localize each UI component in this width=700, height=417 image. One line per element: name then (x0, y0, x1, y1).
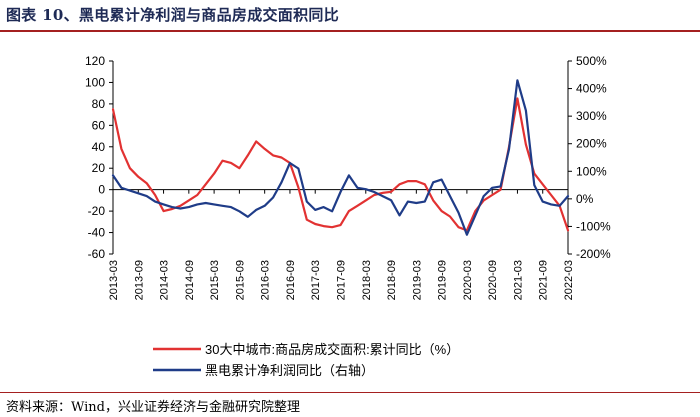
x-axis-tick-label: 2014-09 (184, 260, 196, 300)
chart-legend: 30大中城市:商品房成交面积:累计同比（%） 黑电累计净利润同比（右轴） (153, 342, 459, 378)
x-axis-tick-label: 2017-03 (310, 260, 322, 300)
x-axis-tick-label: 2019-09 (437, 260, 449, 300)
x-axis-tick-label: 2018-09 (386, 260, 398, 300)
x-axis-tick-label: 2015-09 (234, 260, 246, 300)
x-axis-tick-label: 2022-03 (563, 260, 575, 300)
x-axis-tick-label: 2013-09 (133, 260, 145, 300)
figure-title: 图表 10、黑电累计净利润与商品房成交面积同比 (6, 6, 339, 24)
left-axis-tick-label: -40 (88, 226, 106, 240)
x-axis-tick-label: 2013-03 (108, 260, 120, 300)
right-axis-tick-label: 0% (576, 192, 594, 206)
x-axis-tick-label: 2021-09 (538, 260, 550, 300)
left-axis-tick-label: 40 (92, 140, 106, 154)
left-axis-tick-label: 60 (92, 118, 106, 132)
title-rule (0, 30, 700, 32)
line-chart: -60 -40 -20 0 20 40 60 80 100 120 -200% -100% 0% 100%… (85, 54, 611, 378)
x-axis-tick-label: 2018-03 (361, 260, 373, 300)
right-axis-tick-label: 400% (576, 82, 607, 96)
legend-label-2: 黑电累计净利润同比（右轴） (205, 363, 374, 378)
left-axis-tick-label: -60 (88, 247, 106, 261)
left-axis-tick-label: 20 (92, 161, 106, 175)
left-axis-tick-label: 80 (92, 97, 106, 111)
x-axis-tick-label: 2017-09 (336, 260, 348, 300)
source-note: 资料来源：Wind，兴业证券经济与金融研究院整理 (6, 400, 300, 415)
x-axis-tick-label: 2020-03 (462, 260, 474, 300)
x-axis-tick-label: 2019-03 (411, 260, 423, 300)
x-axis-tick-label: 2014-03 (159, 260, 171, 300)
left-axis-tick-label: -20 (88, 204, 106, 218)
x-axis-tick-label: 2016-09 (285, 260, 297, 300)
left-axis-tick-label: 0 (98, 183, 105, 197)
chart-lines (111, 79, 570, 236)
bottom-rule (0, 392, 700, 393)
x-axis-tick-label: 2021-03 (512, 260, 524, 300)
right-axis-tick-label: 300% (576, 109, 607, 123)
right-axis-tick-label: 500% (576, 54, 607, 68)
series-line-1 (111, 97, 570, 232)
left-axis-tick-label: 100 (85, 75, 105, 89)
chart-axes: -60 -40 -20 0 20 40 60 80 100 120 -200% -100% 0% 100%… (85, 54, 611, 300)
x-axis-tick-label: 2015-03 (209, 260, 221, 300)
legend-label-1: 30大中城市:商品房成交面积:累计同比（%） (205, 342, 459, 357)
x-axis-tick-label: 2020-09 (487, 260, 499, 300)
right-axis-tick-label: 200% (576, 137, 607, 151)
right-axis-tick-label: -200% (576, 247, 611, 261)
series-line-2 (111, 79, 570, 236)
x-axis-tick-label: 2016-03 (260, 260, 272, 300)
left-axis-tick-label: 120 (85, 54, 105, 68)
right-axis-tick-label: 100% (576, 164, 607, 178)
right-axis-tick-label: -100% (576, 219, 611, 233)
